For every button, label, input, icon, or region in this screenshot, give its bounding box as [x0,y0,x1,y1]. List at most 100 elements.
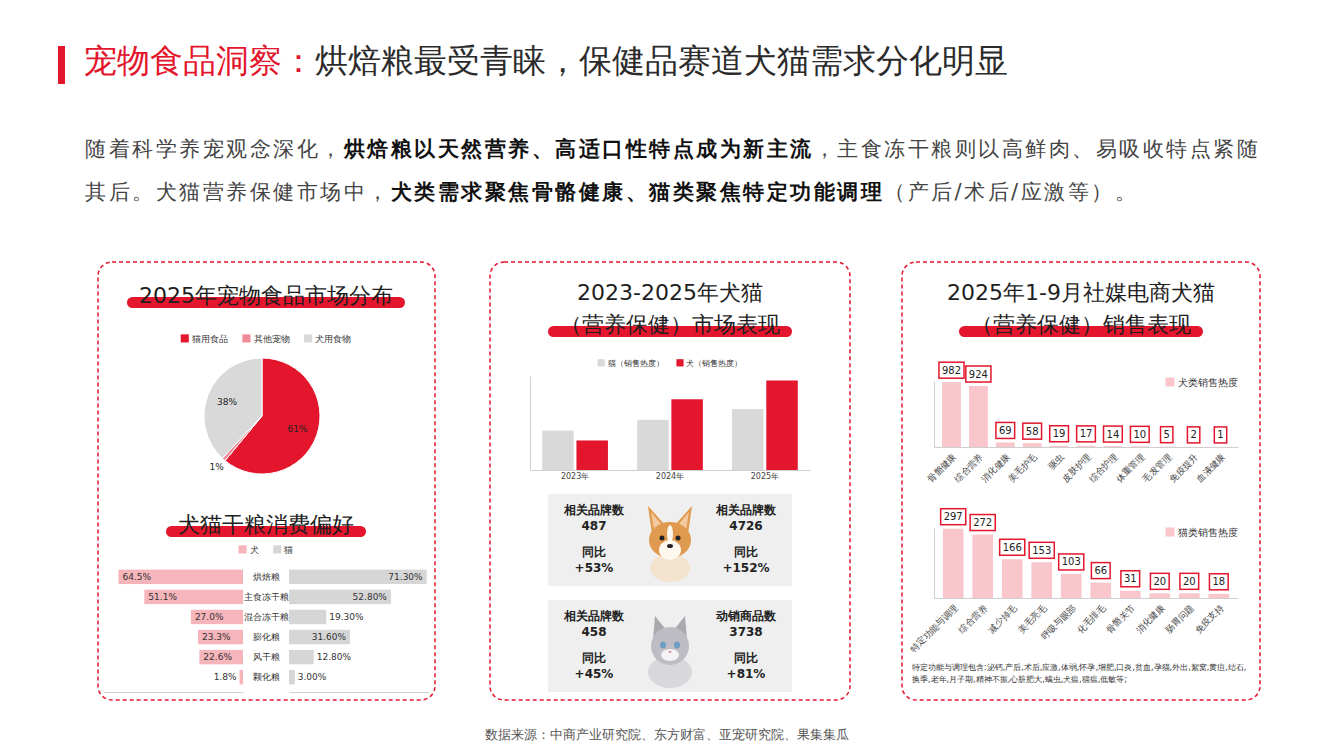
axis [530,377,531,471]
label-box [1104,426,1123,442]
stat-change-label: 同比 [582,545,606,559]
bar [1157,446,1176,447]
data-label: 103 [1062,556,1081,567]
label-box [1187,427,1199,443]
tick-label: 综合营养 [957,603,990,636]
label-box [1050,426,1069,442]
tick-label: 减少掉毛 [986,603,1019,636]
stat-value: 3738 [729,625,762,639]
bar [144,590,243,604]
bar [1130,446,1149,447]
axis-line [935,598,1239,599]
label-box [996,422,1015,438]
data-label: 31.60% [312,632,347,642]
bar [1050,446,1069,447]
axis-line [934,382,935,448]
data-label: 51.1% [148,592,177,602]
icon-part [660,642,666,649]
data-label: 52.80% [353,592,388,602]
title-marker [58,46,65,84]
label-box [970,515,995,531]
label-box [1059,554,1084,570]
data-label: 1.8% [214,672,237,682]
label-box [1029,542,1054,558]
stat-change-label: 同比 [734,651,758,665]
bar [671,399,702,470]
tick-label: 免疫提升 [1168,452,1201,485]
tick: 消化健康 [979,452,1012,485]
data-label: 10 [1133,429,1146,440]
legend-label: 猫用食品 [192,334,228,344]
stat-change-label: 同比 [734,545,758,559]
tick-label: 混合冻干粮 [244,612,289,622]
tick: 体重管理 [1114,452,1147,485]
tick-label: 膨化粮 [253,632,280,642]
bar [969,386,988,447]
bar [766,380,797,470]
tick: 消化健康 [1134,603,1167,636]
label-box [1180,573,1199,589]
slice [204,358,262,458]
tick-label: 综合营养 [953,452,986,485]
stat-value: 458 [581,625,606,639]
bar [289,650,314,664]
tick: 2025年 [751,472,779,481]
slide: 2025年宠物食品市场分布猫用食品其他宠物犬用食物61%1%38%犬猫干粮消费偏… [0,0,1334,750]
tick-label: 风干粮 [253,652,280,662]
footer-source: 数据来源：中商产业研究院、东方财富、亚宠研究院、果集集瓜 [485,727,849,742]
bar [240,670,243,684]
tick: 免疫提升 [1168,452,1201,485]
tick-label: 驱虫 [1046,452,1066,472]
label-box [1121,571,1140,587]
legend-label: 猫（销售热度） [608,359,664,368]
pie [204,358,320,474]
tick: 骨骼关节 [1104,603,1137,636]
icon-part [667,544,673,548]
data-label: 20 [1153,576,1166,587]
tick: 免疫支持 [1193,603,1226,636]
label-box [1091,563,1110,579]
label-box [966,366,991,382]
bar [198,630,243,644]
tick: 2023年 [561,472,589,481]
legend-swatch [242,334,250,342]
tick: 减少掉毛 [986,603,1019,636]
panel-frame [490,262,850,700]
bar [576,440,607,470]
tick: 肠胃问题 [1163,603,1196,636]
bar [972,535,993,598]
tick-label: 体重管理 [1114,452,1147,485]
title-line: （营养保健）市场表现 [560,312,780,337]
axis: 特定功能与调理综合营养减少掉毛美毛亮毛呼吸与眼部化毛排毛骨骼关节消化健康肠胃问题… [908,599,1238,655]
bar [1149,593,1170,598]
bar [542,431,573,470]
label-box [1209,574,1228,590]
label-box [1150,573,1169,589]
title-main: 烘焙粮最受青睐，保健品赛道犬猫需求分化明显 [315,41,1008,80]
bar [1184,446,1203,447]
tick-label: 特定功能与调理 [908,603,960,655]
bar [1120,591,1141,598]
data-label: 1% [210,462,225,472]
tick: 血液健康 [1195,452,1228,485]
tick: 综合护理 [1087,452,1120,485]
legend-swatch [304,334,312,342]
legend-swatch [239,545,247,553]
paragraph-segment: 犬类需求聚焦骨骼健康、猫类聚焦特定功能调理 [391,180,885,204]
data-label: 12.80% [317,652,352,662]
data-label: 66 [1094,565,1107,576]
legend-label: 犬用食物 [315,334,351,344]
data-label: 1 [1217,429,1223,440]
tick-label: 烘焙粮 [253,572,280,582]
tick-label: 消化健康 [979,452,1012,485]
annotation: 特定功能与调理包含:泌钙,产后,术后,应激,体弱,怀孕,增肥,口炎,贫血,孕猫,… [912,663,1246,672]
tick: 美毛护毛 [1006,452,1039,485]
legend-label: 犬类销售热度 [1178,377,1238,388]
tick-label: 肠胃问题 [1163,603,1196,636]
bar [1211,446,1230,447]
axis [290,692,429,693]
tick: 综合营养 [953,452,986,485]
tick-label: 骨骼健康 [926,452,959,485]
panel-title: 2025年宠物食品市场分布 [127,283,405,308]
panel-frame [98,262,435,700]
